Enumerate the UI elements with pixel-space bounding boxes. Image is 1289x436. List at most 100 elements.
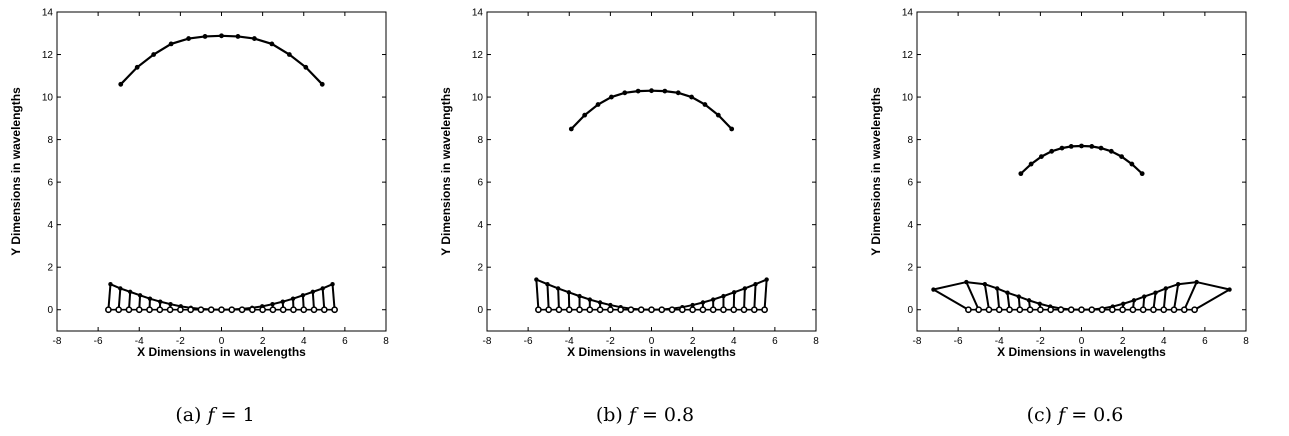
baseline-element-marker	[596, 306, 604, 314]
upper-arc-point	[568, 126, 574, 132]
x-tick-label: -4	[565, 336, 574, 347]
plot-frame	[56, 11, 387, 332]
x-tick-label: -4	[995, 336, 1004, 347]
displaced-point	[964, 279, 969, 285]
displaced-point	[300, 293, 306, 298]
displaced-point	[994, 286, 1000, 291]
baseline-element-marker	[565, 306, 573, 314]
baseline-element-marker	[730, 306, 738, 314]
baseline-element-marker	[300, 306, 308, 314]
plot-frame	[916, 11, 1247, 332]
x-tick-label: 6	[342, 336, 348, 347]
baseline-element-marker	[750, 306, 758, 314]
caption-variable: f	[628, 404, 636, 426]
element-stem	[743, 288, 746, 310]
upper-arc-point	[1108, 148, 1114, 154]
baseline-element-marker	[535, 306, 542, 314]
baseline-element-marker	[586, 306, 594, 314]
element-stem	[983, 284, 990, 310]
x-axis-label: X Dimensions in wavelengths	[567, 345, 736, 359]
baseline-element-marker	[207, 306, 215, 314]
displaced-point	[742, 286, 748, 291]
element-stem	[321, 288, 326, 310]
element-stem	[107, 284, 112, 310]
upper-arc-point	[252, 36, 257, 41]
upper-arc-point	[715, 112, 721, 118]
caption-a: (a) f = 1	[0, 404, 430, 426]
y-tick-label: 14	[902, 8, 914, 19]
displaced-point	[608, 302, 613, 308]
baseline-element-marker	[740, 306, 748, 314]
upper-arc-point	[303, 64, 309, 70]
element-stem	[965, 281, 980, 311]
baseline-element-marker	[320, 306, 328, 314]
baseline-element-marker	[176, 306, 184, 314]
element-stem	[1173, 284, 1180, 310]
baseline-element-marker	[617, 306, 625, 314]
y-tick-label: 2	[907, 263, 913, 274]
baseline-element-marker	[187, 306, 195, 314]
y-axis-label: Y Dimensions in wavelengths	[869, 87, 883, 256]
caption-c: (c) f = 0.6	[860, 404, 1289, 426]
displaced-point	[1005, 290, 1010, 295]
x-tick-label: -6	[524, 336, 533, 347]
baseline-element-marker	[1180, 306, 1188, 314]
upper-arc-point	[1079, 143, 1084, 149]
element-stem	[753, 284, 757, 310]
displaced-point	[108, 282, 113, 287]
baseline-element-marker	[1129, 306, 1137, 314]
chart-b: -8 -6 -4 -2 0 2 4 6 8 0 2 4 6 8 10 12 14 X Dimensions in …	[439, 8, 819, 360]
displaced-point	[721, 293, 726, 299]
baseline-element-marker	[606, 306, 614, 314]
x-tick-label: -4	[135, 336, 144, 347]
displaced-point	[158, 299, 163, 304]
baseline-element-marker	[125, 306, 133, 314]
upper-arc-point	[595, 102, 601, 107]
y-tick-label: 0	[907, 305, 913, 316]
upper-arc-point	[649, 88, 654, 94]
caption-b: (b) f = 0.8	[430, 404, 860, 426]
upper-arc-point	[1129, 161, 1135, 167]
upper-arc-point	[635, 88, 641, 94]
displaced-point	[1153, 290, 1158, 295]
y-tick-label: 2	[477, 263, 483, 274]
baseline-element-marker	[218, 306, 225, 314]
upper-arc-point	[118, 81, 124, 87]
baseline-element-marker	[248, 306, 256, 314]
baseline-element-marker	[135, 306, 143, 314]
baseline-element-marker	[545, 306, 553, 314]
y-tick-label: 4	[47, 220, 53, 231]
x-tick-label: 6	[772, 336, 778, 347]
displaced-point	[137, 293, 143, 298]
displaced-point	[168, 302, 173, 307]
caption-value: = 0.6	[1071, 404, 1124, 426]
y-tick-label: 0	[47, 305, 53, 316]
upper-arc-point	[675, 90, 681, 96]
y-tick-label: 14	[42, 8, 54, 19]
displaced-point	[1131, 298, 1137, 303]
upper-arc-point	[1039, 154, 1044, 160]
baseline-element-marker	[279, 306, 287, 314]
upper-arc-point	[319, 81, 325, 87]
upper-arc-point	[609, 94, 614, 100]
baseline-element-marker	[637, 306, 645, 314]
baseline-element-marker	[720, 306, 727, 314]
displaced-point	[330, 282, 335, 287]
baseline-element-marker	[576, 306, 583, 314]
baseline-element-marker	[995, 306, 1003, 314]
baseline-element-marker	[1057, 306, 1065, 314]
element-stem	[763, 279, 768, 310]
displaced-point	[1121, 301, 1126, 306]
caption-value: = 0.8	[641, 404, 695, 426]
x-axis-label: X Dimensions in wavelengths	[997, 345, 1166, 359]
y-tick-label: 8	[477, 135, 483, 146]
displaced-point	[1175, 282, 1181, 287]
upper-arc-point	[219, 33, 224, 39]
displaced-point	[1227, 287, 1232, 292]
baseline-element-marker	[1006, 306, 1013, 314]
baseline-element-marker	[238, 306, 246, 314]
displaced-point	[597, 300, 603, 305]
baseline-element-marker	[1191, 306, 1198, 314]
y-axis-label: Y Dimensions in wavelengths	[439, 87, 453, 256]
x-tick-label: -6	[94, 336, 103, 347]
